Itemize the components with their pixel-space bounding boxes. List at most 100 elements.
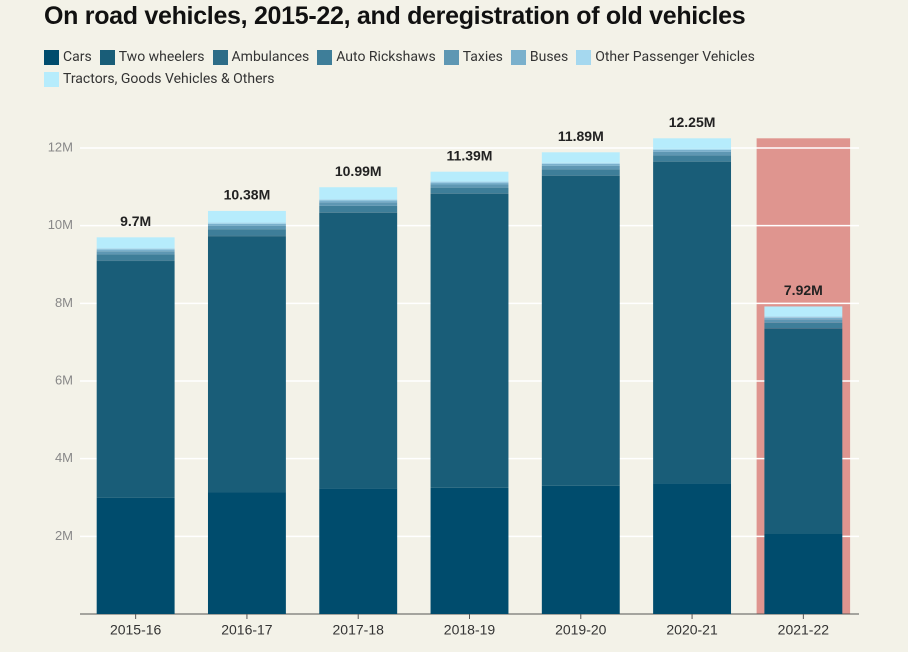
total-label: 10.38M <box>224 187 271 203</box>
bar-segment <box>653 149 732 152</box>
bar-segment <box>96 254 175 261</box>
total-label: 7.92M <box>784 282 823 298</box>
bar-segment <box>653 161 732 484</box>
y-tick-label: 2M <box>55 528 73 543</box>
legend-item: Taxies <box>443 46 503 68</box>
bar-segment <box>207 223 286 226</box>
bar-segment <box>764 534 843 614</box>
total-label: 11.39M <box>447 147 493 163</box>
x-tick-label: 2018-19 <box>444 622 496 638</box>
bar-segment <box>96 260 175 262</box>
bar-segment <box>319 212 398 489</box>
bar-segment <box>764 328 843 329</box>
y-tick-label: 8M <box>55 295 73 310</box>
x-tick-label: 2015-16 <box>110 622 162 638</box>
bar-segment <box>96 248 175 250</box>
bar-segment <box>207 225 286 230</box>
bar-segment <box>319 200 398 203</box>
bar-segment <box>207 222 286 224</box>
bar-segment <box>96 249 175 252</box>
bar-segment <box>541 165 620 170</box>
bar-segment <box>430 487 509 614</box>
bar-segment <box>319 202 398 206</box>
bar-segment <box>653 148 732 150</box>
legend-label: Buses <box>529 49 569 65</box>
total-label: 12.25M <box>669 114 716 130</box>
bar-segment <box>541 169 620 176</box>
bar-segment <box>207 210 286 223</box>
bar-segment <box>653 483 732 614</box>
legend: Cars Two wheelers Ambulances Auto Rickshaws… <box>44 46 804 90</box>
bar-segment <box>319 205 398 213</box>
bar-segment <box>430 193 509 194</box>
bar-segment <box>541 152 620 163</box>
bar-segment <box>653 161 732 162</box>
bar-segment <box>207 235 286 237</box>
bar-segment <box>430 184 509 188</box>
legend-item: Auto Rickshaws <box>317 46 436 68</box>
bar-segment <box>207 236 286 493</box>
bar-segment <box>764 328 843 535</box>
legend-item: Tractors, Goods Vehicles & Others <box>44 68 274 90</box>
bar-segment <box>430 181 509 183</box>
bar-segment <box>319 187 398 200</box>
bar-segment <box>96 497 175 614</box>
legend-label: Auto Rickshaws <box>336 49 436 65</box>
bar-segment <box>430 193 509 488</box>
y-tick-label: 12M <box>48 139 73 154</box>
bar-segment <box>96 261 175 498</box>
x-tick-label: 2017-18 <box>333 622 385 638</box>
legend-swatch <box>317 49 333 65</box>
legend-item: Other Passenger Vehicles <box>576 46 755 68</box>
bar-segment <box>319 199 398 201</box>
y-tick-label: 6M <box>55 372 73 387</box>
y-tick-label: 10M <box>48 217 73 232</box>
legend-item: Cars <box>44 46 92 68</box>
bar-segment <box>319 212 398 213</box>
bar-segment <box>541 162 620 164</box>
legend-label: Two wheelers <box>118 49 205 65</box>
bar-segment <box>319 488 398 614</box>
bar-segment <box>541 175 620 486</box>
legend-swatch <box>443 49 459 65</box>
legend-label: Cars <box>63 49 92 65</box>
bar-segment <box>764 316 843 318</box>
bar-segment <box>96 237 175 249</box>
legend-item: Ambulances <box>212 46 310 68</box>
bar-segment <box>541 485 620 614</box>
x-tick-label: 2016-17 <box>221 622 273 638</box>
legend-label: Taxies <box>462 49 503 65</box>
bar-segment <box>541 163 620 166</box>
total-label: 10.99M <box>335 163 382 179</box>
bar-segment <box>653 155 732 162</box>
bar-segment <box>96 251 175 255</box>
legend-swatch <box>44 49 59 65</box>
legend-swatch <box>44 71 59 87</box>
y-tick-label: 4M <box>55 450 73 465</box>
legend-swatch <box>510 49 526 65</box>
x-tick-label: 2020-21 <box>666 622 718 638</box>
total-label: 9.7M <box>120 213 151 229</box>
bar-segment <box>541 175 620 176</box>
x-tick-label: 2021-22 <box>778 622 830 638</box>
bar-segment <box>764 322 843 329</box>
bar-segment <box>207 492 286 614</box>
legend-swatch <box>99 49 115 65</box>
chart-title: On road vehicles, 2015-22, and deregistr… <box>44 2 746 30</box>
legend-label: Other Passenger Vehicles <box>595 49 755 65</box>
x-tick-label: 2019-20 <box>555 622 607 638</box>
bar-segment <box>764 317 843 320</box>
bar-segment <box>207 229 286 236</box>
bar-segment <box>430 171 509 182</box>
legend-label: Ambulances <box>231 49 310 65</box>
legend-item: Two wheelers <box>99 46 205 68</box>
bar-segment <box>653 151 732 156</box>
bar-segment <box>764 319 843 323</box>
bar-segment <box>653 138 732 149</box>
total-label: 11.89M <box>558 128 604 144</box>
legend-label: Tractors, Goods Vehicles & Others <box>63 71 275 87</box>
bar-segment <box>430 182 509 185</box>
legend-swatch <box>212 49 228 65</box>
